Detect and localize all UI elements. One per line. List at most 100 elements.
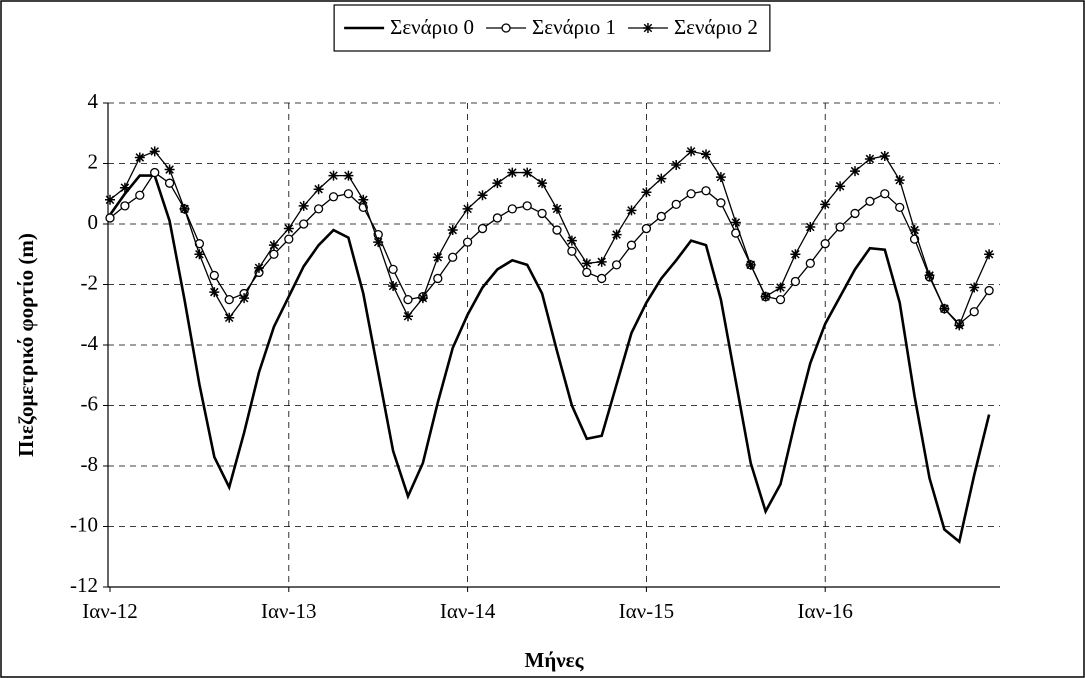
y-tick-label: -2 <box>81 270 99 294</box>
y-tick-label: 4 <box>88 89 99 113</box>
marker <box>119 182 130 193</box>
marker <box>969 282 980 293</box>
marker <box>507 167 518 178</box>
marker <box>477 223 488 234</box>
marker <box>164 178 175 188</box>
marker <box>477 190 488 201</box>
marker <box>120 201 130 211</box>
marker <box>358 194 369 205</box>
marker <box>239 293 250 304</box>
marker <box>582 267 592 278</box>
marker <box>566 235 577 246</box>
marker <box>880 189 890 199</box>
x-tick-label: Ιαν-14 <box>440 599 496 623</box>
marker <box>224 294 234 305</box>
marker <box>865 196 875 206</box>
marker <box>343 170 354 181</box>
y-tick-label: -10 <box>70 512 98 536</box>
legend-box <box>333 4 771 52</box>
legend-marker <box>501 23 511 33</box>
marker <box>299 219 309 229</box>
y-tick-label: -4 <box>81 331 99 355</box>
marker <box>522 167 533 178</box>
marker <box>328 192 339 202</box>
marker <box>462 203 473 214</box>
marker <box>686 146 697 157</box>
marker <box>864 153 875 164</box>
marker <box>895 202 905 213</box>
y-tick-label: 2 <box>88 149 99 173</box>
marker <box>388 281 399 292</box>
marker <box>715 172 726 183</box>
marker <box>954 320 965 331</box>
marker <box>105 213 115 223</box>
marker <box>671 160 682 171</box>
marker <box>194 249 205 260</box>
x-tick-label: Ιαν-12 <box>82 599 137 623</box>
marker <box>313 204 324 214</box>
marker <box>879 150 890 161</box>
marker <box>835 181 846 192</box>
y-tick-label: -6 <box>81 391 99 415</box>
marker <box>388 264 398 275</box>
marker <box>924 270 935 281</box>
marker <box>552 203 562 214</box>
marker <box>641 187 652 198</box>
marker <box>298 200 309 211</box>
marker <box>462 237 473 247</box>
marker <box>209 287 220 298</box>
marker <box>850 208 860 219</box>
marker <box>224 312 235 323</box>
marker <box>686 189 696 199</box>
marker <box>775 294 786 305</box>
marker <box>105 194 115 205</box>
legend-label: Σενάριο 2 <box>674 15 758 39</box>
marker <box>790 276 801 287</box>
x-tick-label: Ιαν-16 <box>797 599 852 623</box>
marker <box>596 256 607 267</box>
marker <box>150 167 160 178</box>
marker <box>134 152 145 163</box>
marker <box>552 225 562 235</box>
marker <box>969 307 979 317</box>
legend-marker <box>642 23 653 33</box>
marker <box>135 190 145 200</box>
marker <box>671 199 681 209</box>
marker <box>581 258 592 269</box>
marker <box>403 311 413 322</box>
marker <box>820 199 831 210</box>
marker <box>537 178 548 189</box>
marker <box>313 184 324 195</box>
x-axis-title: Μήνες <box>525 648 585 672</box>
marker <box>820 239 830 249</box>
legend-label: Σενάριο 1 <box>532 15 616 39</box>
legend: Σενάριο 0 Σενάριο 1 Σενάριο 2 <box>333 4 771 52</box>
marker <box>254 262 264 273</box>
marker <box>894 175 905 186</box>
marker <box>268 240 279 251</box>
legend-label: Σενάριο 0 <box>390 15 474 39</box>
marker <box>805 222 816 233</box>
marker <box>641 223 652 234</box>
marker <box>537 208 547 219</box>
marker <box>701 149 711 160</box>
x-tick-label: Ιαν-15 <box>619 599 674 623</box>
marker <box>269 249 279 259</box>
y-tick-label: -12 <box>70 573 98 597</box>
marker <box>417 293 428 304</box>
marker <box>716 198 726 208</box>
marker <box>835 222 845 232</box>
marker <box>283 223 294 234</box>
marker <box>656 173 667 184</box>
marker <box>656 211 666 222</box>
y-tick-label: -8 <box>81 452 99 476</box>
marker <box>805 258 815 268</box>
y-tick-label: 0 <box>88 210 99 234</box>
marker <box>507 204 517 214</box>
marker <box>850 166 860 177</box>
marker <box>984 249 995 260</box>
marker <box>939 303 950 314</box>
marker <box>492 178 503 189</box>
